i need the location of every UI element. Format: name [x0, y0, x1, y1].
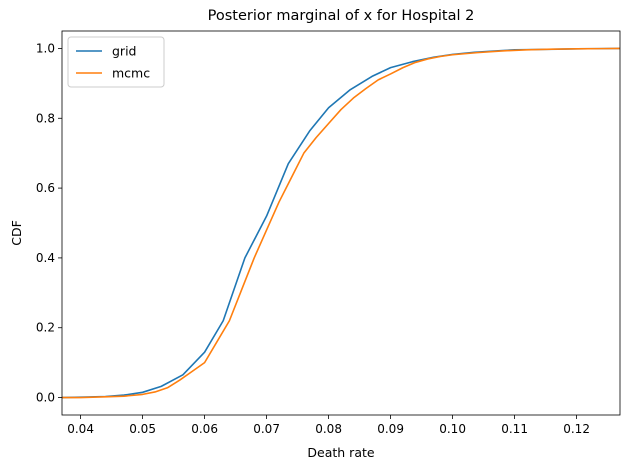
- y-tick-label: 0.8: [36, 111, 55, 125]
- plot-area: [61, 30, 621, 416]
- y-tick-label: 0.4: [36, 251, 55, 265]
- legend-label-mcmc: mcmc: [112, 66, 150, 81]
- x-tick-label: 0.08: [315, 422, 342, 436]
- x-tick-label: 0.11: [501, 422, 528, 436]
- y-tick-label: 0.6: [36, 181, 55, 195]
- y-axis-ticks: 0.0 0.2 0.4 0.6 0.8 1.0: [36, 41, 62, 405]
- x-axis-label: Death rate: [307, 445, 374, 460]
- chart-title: Posterior marginal of x for Hospital 2: [208, 8, 475, 24]
- y-tick-label: 0.0: [36, 391, 55, 405]
- y-tick-label: 1.0: [36, 41, 55, 55]
- x-tick-label: 0.05: [129, 422, 156, 436]
- y-tick-label: 0.2: [36, 321, 55, 335]
- legend-box: [67, 36, 165, 88]
- x-axis-ticks: 0.04 0.05 0.06 0.07 0.08 0.09 0.10 0.11 0.12: [67, 415, 590, 436]
- series-line-grid: [62, 47, 620, 399]
- y-axis-label: CDF: [9, 220, 24, 246]
- series-line-mcmc: [62, 47, 620, 399]
- x-tick-label: 0.07: [253, 422, 280, 436]
- x-tick-label: 0.12: [563, 422, 590, 436]
- x-tick-label: 0.10: [439, 422, 466, 436]
- legend-label-grid: grid: [112, 44, 136, 59]
- x-tick-label: 0.06: [191, 422, 218, 436]
- axes-frame: [61, 30, 621, 416]
- x-tick-label: 0.04: [67, 422, 94, 436]
- legend: grid mcmc: [67, 36, 165, 88]
- x-tick-label: 0.09: [377, 422, 404, 436]
